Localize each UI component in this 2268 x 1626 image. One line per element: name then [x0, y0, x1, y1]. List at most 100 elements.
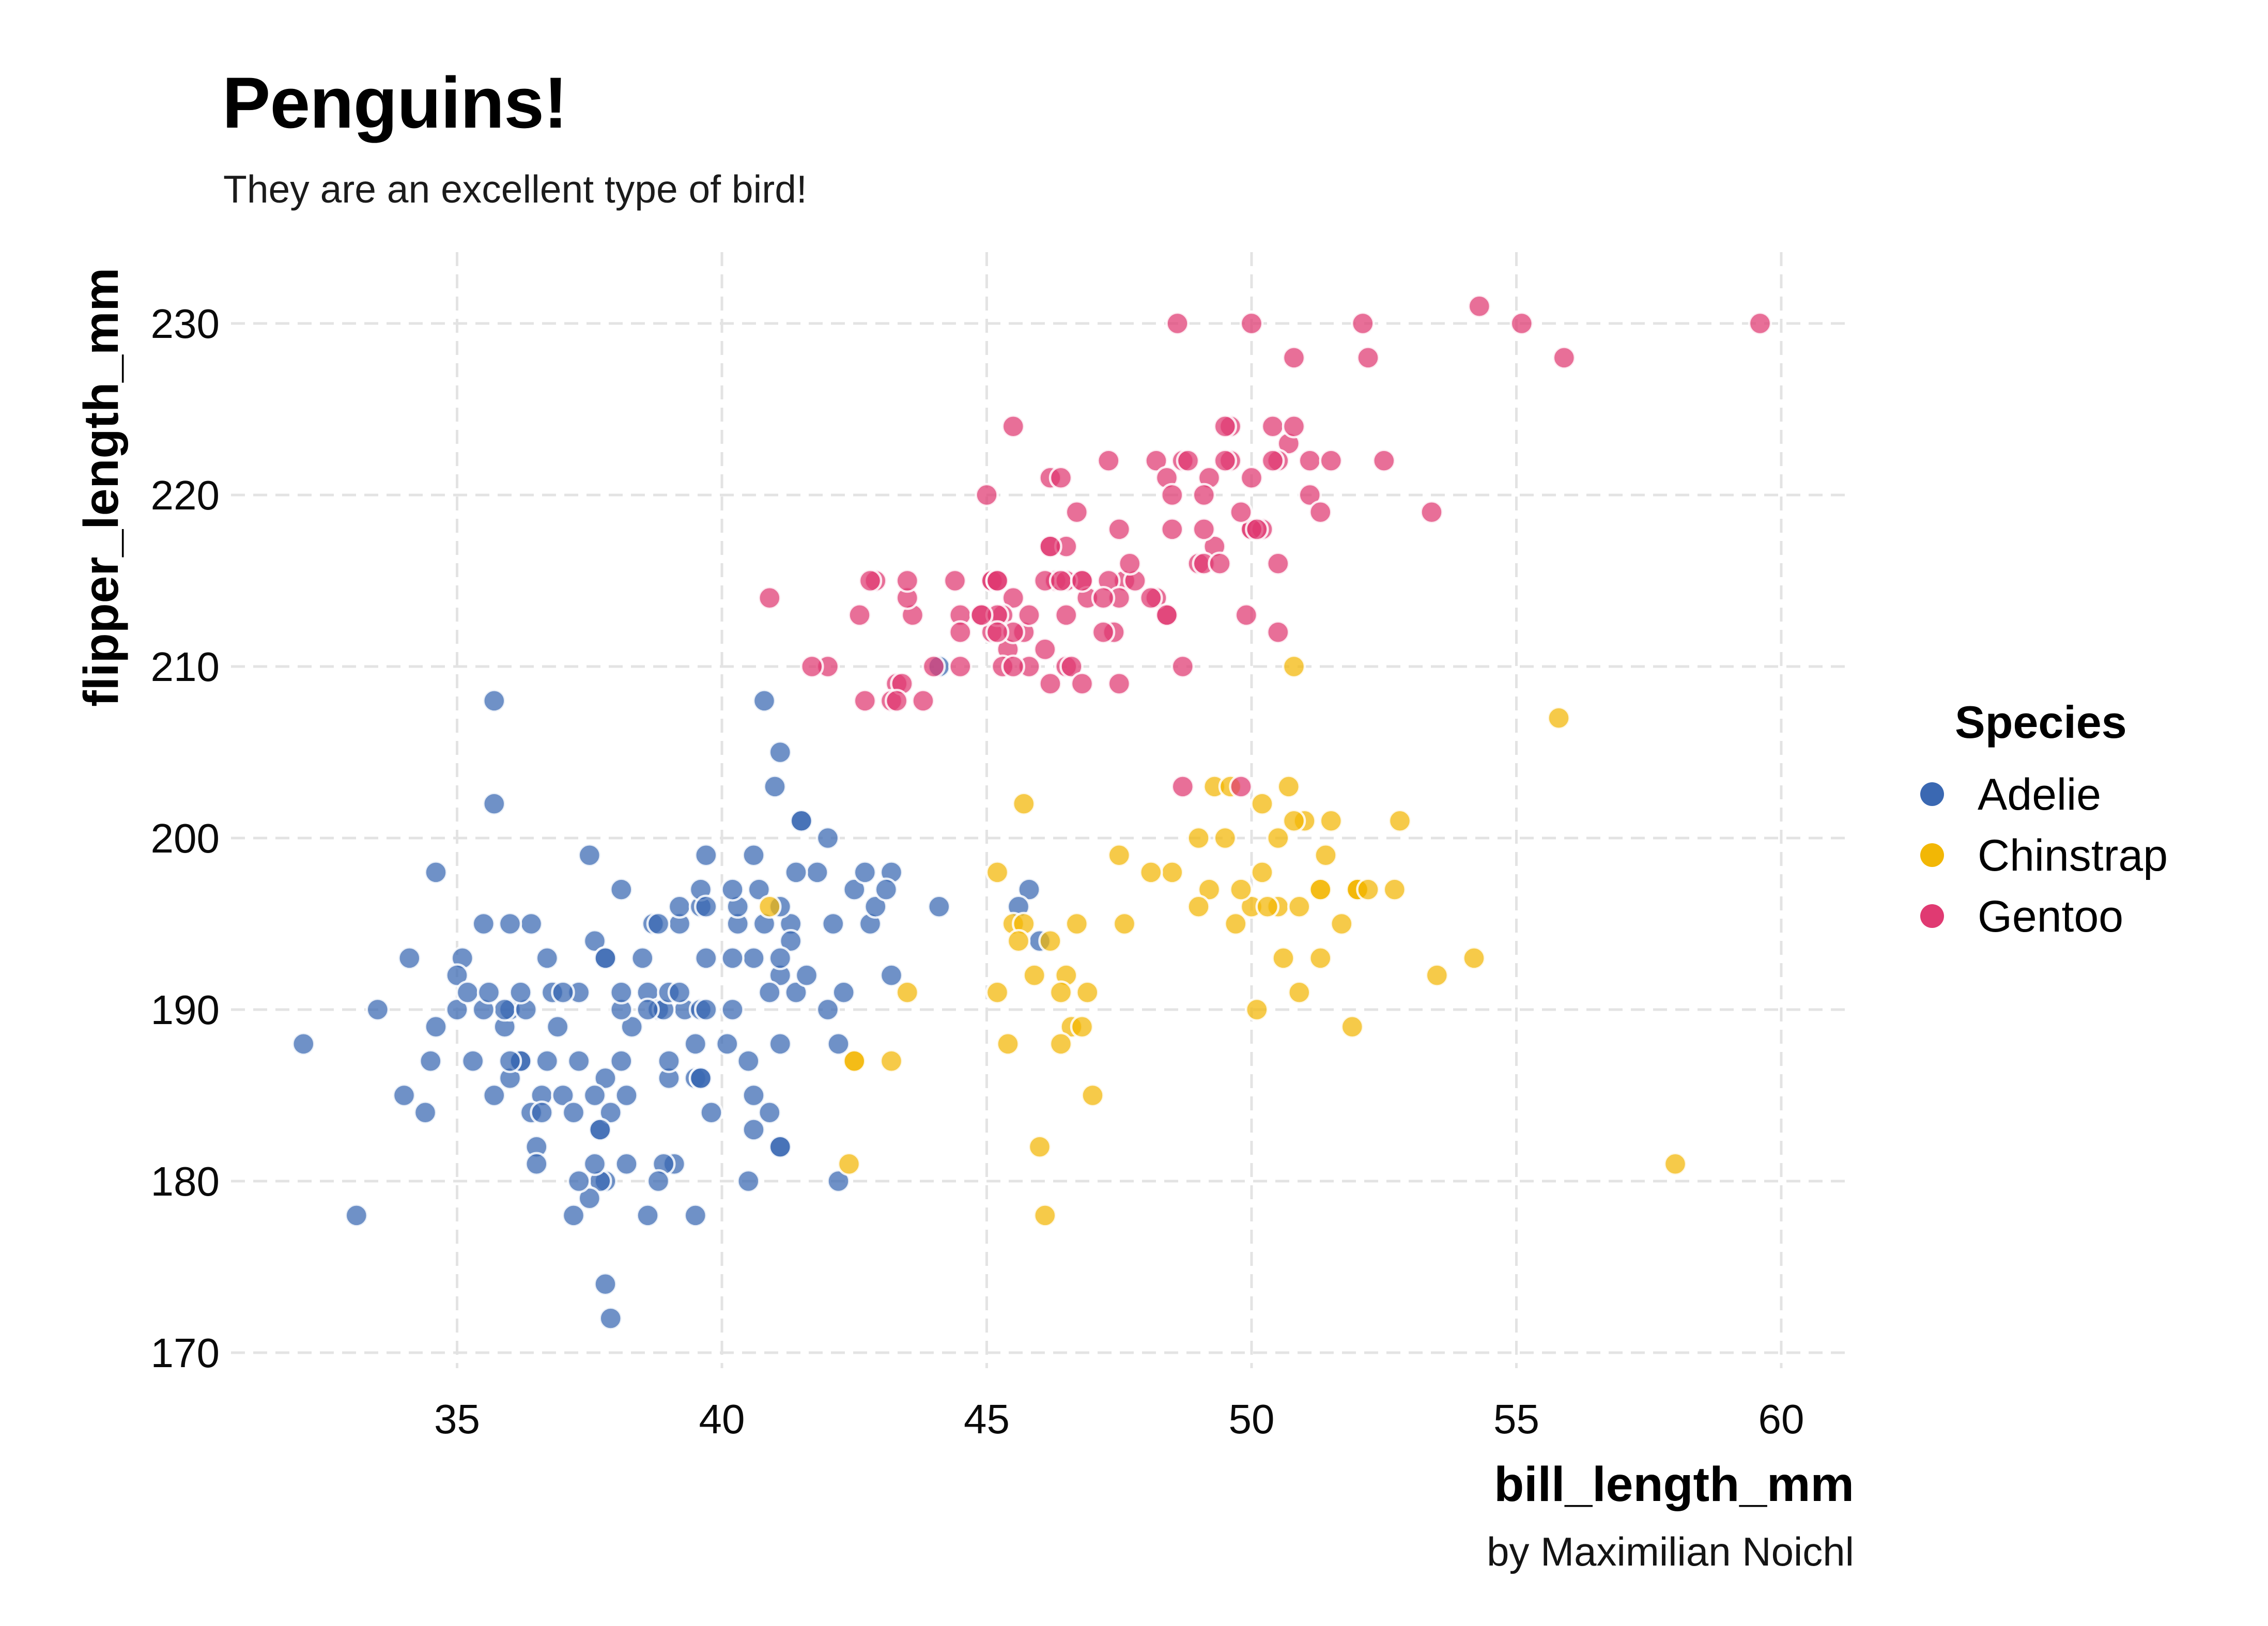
scatter-point-chinstrap [1022, 963, 1046, 987]
scatter-point-adelie [1017, 877, 1041, 902]
scatter-point-adelie [588, 1118, 612, 1142]
scatter-point-adelie [694, 997, 718, 1022]
scatter-point-chinstrap [1356, 877, 1380, 902]
scatter-point-adelie [620, 1014, 644, 1039]
legend-swatch-adelie [1920, 782, 1944, 806]
scatter-point-adelie [545, 1014, 570, 1039]
scatter-point-chinstrap [895, 980, 920, 1005]
scatter-point-gentoo [1266, 620, 1290, 644]
scatter-point-adelie [561, 1203, 586, 1228]
x-tick-label-60: 60 [1758, 1396, 1804, 1442]
scatter-point-adelie [752, 689, 777, 713]
scatter-point-chinstrap [1012, 792, 1036, 816]
scatter-point-chinstrap [1186, 826, 1211, 850]
y-tick-label-190: 190 [151, 987, 220, 1033]
scatter-point-adelie [657, 1049, 681, 1073]
scatter-point-adelie [784, 860, 808, 885]
scatter-point-gentoo [911, 689, 935, 713]
scatter-point-chinstrap [1287, 980, 1312, 1005]
scatter-point-adelie [720, 946, 745, 970]
scatter-point-gentoo [1372, 448, 1396, 473]
scatter-point-gentoo [1048, 568, 1073, 593]
scatter-point-adelie [715, 1032, 739, 1056]
scatter-point-gentoo [1165, 311, 1190, 336]
scatter-point-adelie [498, 911, 522, 936]
scatter-point-adelie [561, 1100, 586, 1125]
scatter-point-chinstrap [1197, 877, 1222, 902]
scatter-point-gentoo [1091, 620, 1116, 644]
scatter-point-adelie [482, 689, 506, 713]
scatter-point-chinstrap [1070, 1014, 1094, 1039]
scatter-point-gentoo [1282, 414, 1306, 439]
x-tick-label-45: 45 [964, 1396, 1010, 1442]
scatter-point-chinstrap [1282, 809, 1306, 833]
legend-label-chinstrap: Chinstrap [1978, 831, 2168, 880]
scatter-point-adelie [784, 980, 808, 1005]
scatter-point-gentoo [1208, 551, 1232, 576]
scatter-point-chinstrap [1038, 928, 1062, 953]
scatter-point-gentoo [948, 620, 973, 644]
scatter-point-adelie [614, 1083, 639, 1108]
scatter-point-adelie [794, 963, 819, 987]
scatter-point-gentoo [1298, 483, 1322, 507]
scatter-point-chinstrap [1048, 980, 1073, 1005]
scatter-point-gentoo [985, 620, 1010, 644]
scatter-point-adelie [699, 1100, 723, 1125]
scatter-point-chinstrap [842, 1049, 867, 1073]
scatter-point-chinstrap [758, 894, 782, 919]
scatter-point-gentoo [1282, 346, 1306, 370]
scatter-point-adelie [758, 1100, 782, 1125]
scatter-point-chinstrap [1387, 809, 1412, 833]
scatter-point-adelie [482, 1083, 506, 1108]
scatter-point-adelie [530, 1100, 554, 1125]
scatter-point-adelie [694, 946, 718, 970]
scatter-point-gentoo [853, 689, 877, 713]
scatter-point-chinstrap [1250, 792, 1274, 816]
scatter-point-adelie [582, 1083, 607, 1108]
scatter-point-chinstrap [879, 1049, 904, 1073]
scatter-point-gentoo [1260, 448, 1285, 473]
scatter-point-chinstrap [1107, 843, 1132, 868]
scatter-point-chinstrap [1064, 911, 1089, 936]
scatter-point-gentoo [1308, 500, 1333, 524]
scatter-point-adelie [577, 1186, 602, 1211]
scatter-point-adelie [763, 775, 787, 799]
scatter-points [291, 294, 1772, 1330]
x-axis-title: bill_length_mm [1494, 1457, 1854, 1512]
scatter-point-gentoo [1552, 346, 1577, 370]
scatter-point-adelie [758, 980, 782, 1005]
scatter-point-chinstrap [1033, 1203, 1057, 1228]
scatter-point-gentoo [1170, 775, 1195, 799]
x-tick-label-55: 55 [1493, 1396, 1539, 1442]
scatter-point-adelie [736, 1169, 761, 1194]
scatter-point-chinstrap [1308, 877, 1333, 902]
scatter-point-adelie [720, 997, 745, 1022]
scatter-point-chinstrap [1186, 894, 1211, 919]
scatter-point-adelie [720, 877, 745, 902]
scatter-point-adelie [609, 877, 634, 902]
scatter-point-adelie [646, 911, 671, 936]
scatter-point-chinstrap [1382, 877, 1407, 902]
scatter-point-gentoo [1017, 603, 1041, 627]
scatter-point-adelie [736, 1049, 761, 1073]
scatter-point-adelie [927, 894, 951, 919]
chart-caption: by Maximilian Noichl [1487, 1529, 1854, 1574]
scatter-point-gentoo [1001, 654, 1026, 679]
scatter-point-adelie [392, 1083, 416, 1108]
scatter-point-adelie [291, 1032, 316, 1056]
legend-swatch-chinstrap [1920, 843, 1944, 867]
scatter-point-adelie [397, 946, 422, 970]
scatter-point-chinstrap [1245, 997, 1269, 1022]
scatter-point-adelie [471, 911, 496, 936]
scatter-point-gentoo [1107, 517, 1132, 541]
scatter-point-adelie [582, 928, 607, 953]
scatter-point-adelie [742, 1118, 766, 1142]
scatter-point-gentoo [921, 654, 946, 679]
scatter-point-gentoo [1748, 311, 1772, 336]
x-tick-label-40: 40 [699, 1396, 745, 1442]
scatter-point-chinstrap [1462, 946, 1486, 970]
scatter-point-adelie [445, 963, 469, 987]
scatter-point-gentoo [1054, 603, 1078, 627]
scatter-point-adelie [609, 980, 634, 1005]
